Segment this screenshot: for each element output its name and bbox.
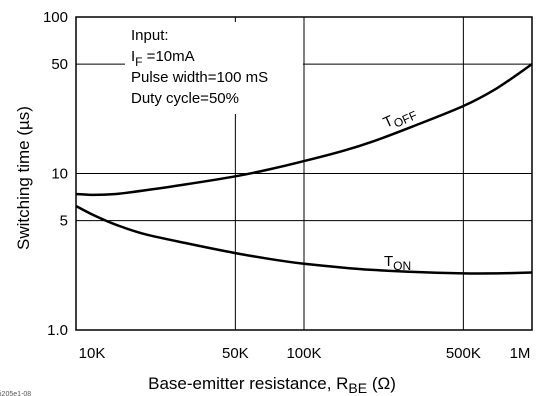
x-axis-title-unit: (Ω)	[367, 374, 396, 393]
x-tick-label: 10K	[79, 345, 106, 362]
x-axis-title-subscript: BE	[348, 380, 367, 396]
ton-subscript: ON	[393, 259, 411, 273]
annotation-line-input: Input:	[131, 27, 169, 44]
x-tick-label: 1M	[510, 345, 531, 362]
x-tick-label: 100K	[286, 345, 321, 362]
y-tick-label: 100	[43, 9, 68, 26]
current-value: =10mA	[143, 48, 195, 65]
y-tick-label: 5	[60, 213, 68, 230]
y-tick-label: 10	[51, 166, 68, 183]
x-axis-title-main: Base-emitter resistance, R	[148, 374, 348, 393]
annotation-line-current: IF =10mA	[131, 48, 195, 69]
plot-frame	[75, 16, 533, 331]
annotation-line-pulse-width: Pulse width=100 mS	[131, 69, 268, 86]
x-tick-labels: 10K 50K 100K 500K 1M	[79, 345, 531, 362]
ton-symbol: T	[384, 253, 393, 270]
y-tick-label: 1.0	[47, 322, 68, 339]
current-symbol: I	[131, 48, 135, 65]
curve-toff	[75, 63, 533, 197]
curves	[75, 63, 533, 275]
curve-ton	[75, 204, 533, 275]
x-axis-title: Base-emitter resistance, RBE (Ω)	[148, 374, 396, 396]
x-tick-label: 500K	[446, 345, 481, 362]
curve-label-toff: TOFF	[381, 103, 419, 135]
y-axis-title: Switching time (µs)	[14, 106, 33, 250]
annotation-background	[125, 22, 303, 114]
annotation-line-duty-cycle: Duty cycle=50%	[131, 90, 239, 107]
current-subscript: F	[135, 55, 142, 69]
toff-subscript: OFF	[392, 108, 420, 131]
curve-label-ton: TON	[384, 253, 411, 273]
figure-id: i205e1-08	[0, 391, 31, 396]
x-tick-label: 50K	[222, 345, 249, 362]
y-tick-labels: 1.0 5 10 50 100	[43, 9, 68, 339]
y-tick-label: 50	[51, 56, 68, 73]
